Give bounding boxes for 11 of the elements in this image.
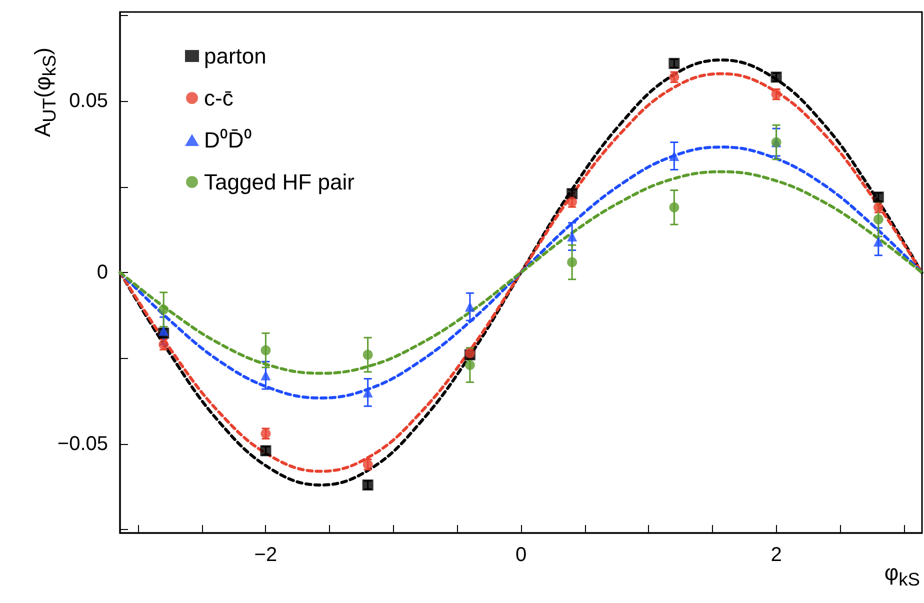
x-axis-title: φ$_{kS}$ [884,560,920,590]
y-tick-label: −0.05 [57,432,108,455]
y-tick-label: 0 [96,262,108,284]
x-tick-label: 0 [515,544,527,566]
legend-label: D⁰D̄⁰ [204,128,252,152]
x-tick-label: 2 [770,544,782,566]
legend-label: parton [204,44,266,68]
x-tick-label: −2 [254,544,278,566]
y-tick-label: 0.05 [69,90,108,112]
legend-label: c-c̄ [204,86,234,110]
legend-label: Tagged HF pair [204,170,354,194]
